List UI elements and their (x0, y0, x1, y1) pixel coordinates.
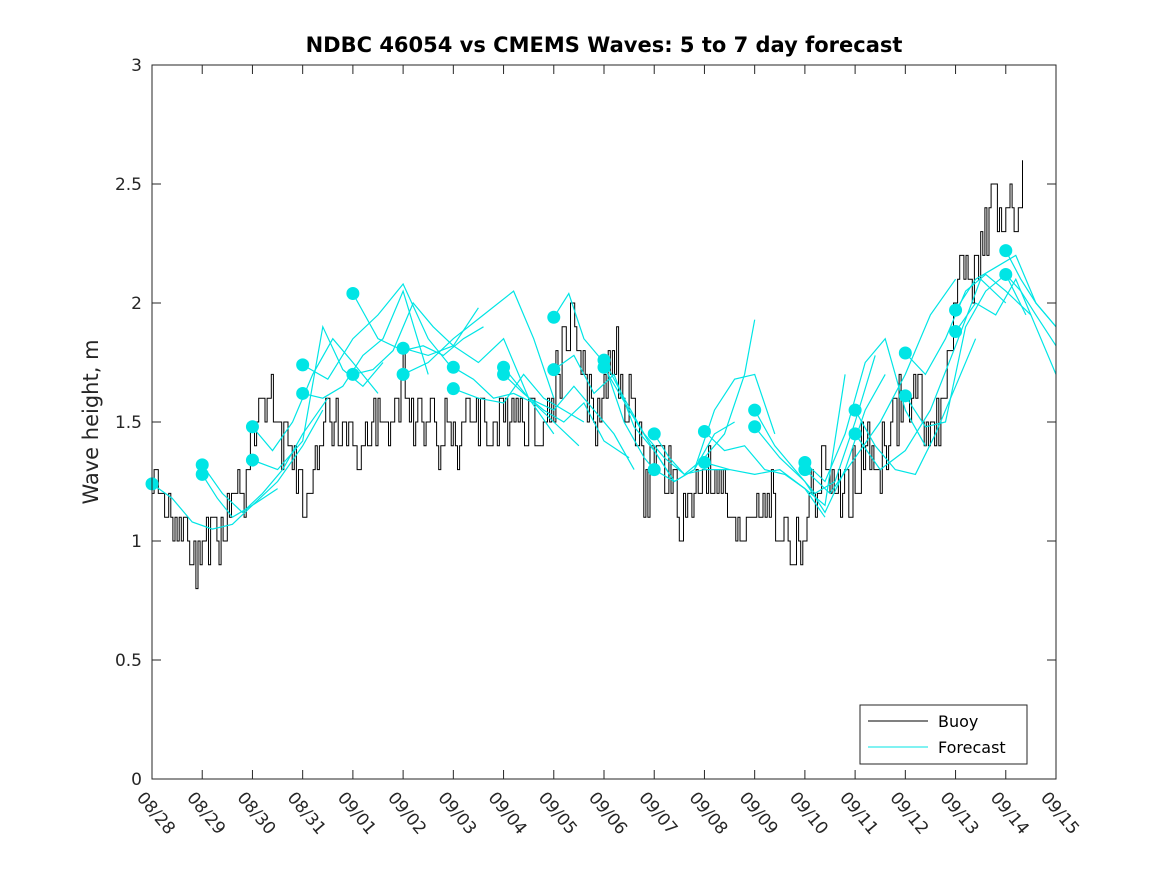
forecast-marker (296, 358, 310, 372)
forecast-line (201, 409, 324, 518)
forecast-line (754, 355, 876, 495)
forecast-marker (949, 325, 963, 339)
forecast-marker (195, 467, 209, 481)
forecast-marker (396, 341, 410, 355)
forecast-line (955, 277, 1057, 375)
legend-buoy-label: Buoy (938, 712, 978, 731)
forecast-marker (547, 363, 561, 377)
forecast-marker (898, 346, 912, 360)
forecast-marker (497, 367, 511, 381)
y-tick-label: 0 (131, 770, 142, 790)
y-tick-label: 2.5 (115, 175, 142, 195)
forecast-marker (647, 427, 661, 441)
legend-forecast-label: Forecast (938, 738, 1006, 757)
forecast-line (854, 338, 977, 476)
forecast-line (402, 290, 555, 399)
forecast-line (804, 337, 926, 483)
y-tick-label: 3 (131, 56, 142, 76)
forecast-line (302, 289, 429, 399)
y-axis-ticks: 0 0.5 1 1.5 2 2.5 3 (115, 56, 1056, 790)
forecast-line (302, 282, 454, 381)
forecast-line (252, 324, 384, 471)
forecast-line (201, 397, 329, 514)
forecast-marker (999, 244, 1013, 258)
forecast-marker (547, 310, 561, 324)
forecast-line (1005, 250, 1057, 328)
forecast-marker (245, 453, 259, 467)
forecast-marker (647, 463, 661, 477)
buoy-line (152, 160, 1023, 590)
y-tick-label: 2 (131, 294, 142, 314)
forecast-marker (597, 360, 611, 374)
forecast-line (453, 373, 585, 423)
forecast-line (452, 366, 580, 447)
forecast-marker (898, 389, 912, 403)
y-tick-label: 0.5 (115, 651, 142, 671)
forecast-marker (697, 425, 711, 439)
forecast-marker (798, 463, 812, 477)
forecast-line (603, 359, 730, 476)
forecast-line (1005, 273, 1057, 347)
forecast-line (804, 278, 957, 495)
forecast-marker (848, 427, 862, 441)
forecast-marker (346, 367, 360, 381)
forecast-marker (346, 286, 360, 300)
y-tick-label: 1 (131, 532, 142, 552)
forecast-marker (396, 367, 410, 381)
forecast-markers (145, 244, 1013, 491)
forecast-marker (446, 382, 460, 396)
chart-title: NDBC 46054 vs CMEMS Waves: 5 to 7 day fo… (306, 33, 903, 57)
plot-area (145, 160, 1057, 590)
forecast-marker (848, 403, 862, 417)
forecast-marker (748, 420, 762, 434)
forecast-marker (195, 458, 209, 472)
forecast-line (352, 293, 484, 357)
forecast-marker (446, 360, 460, 374)
forecast-marker (999, 267, 1013, 281)
forecast-marker (949, 303, 963, 317)
forecast-line (754, 374, 886, 514)
buoy-series (152, 160, 1023, 590)
forecast-line (251, 337, 379, 452)
y-axis-label: Wave height, m (79, 339, 103, 504)
forecast-marker (245, 420, 259, 434)
forecast-marker (748, 403, 762, 417)
forecast-line (904, 273, 1032, 376)
forecast-series (151, 250, 1057, 530)
forecast-line (704, 374, 846, 507)
forecast-line (503, 373, 630, 459)
forecast-line (653, 373, 776, 483)
legend: Buoy Forecast (859, 704, 1028, 765)
forecast-marker (296, 386, 310, 400)
forecast-marker (697, 455, 711, 469)
y-tick-label: 1.5 (115, 413, 142, 433)
legend-box (859, 704, 1028, 765)
